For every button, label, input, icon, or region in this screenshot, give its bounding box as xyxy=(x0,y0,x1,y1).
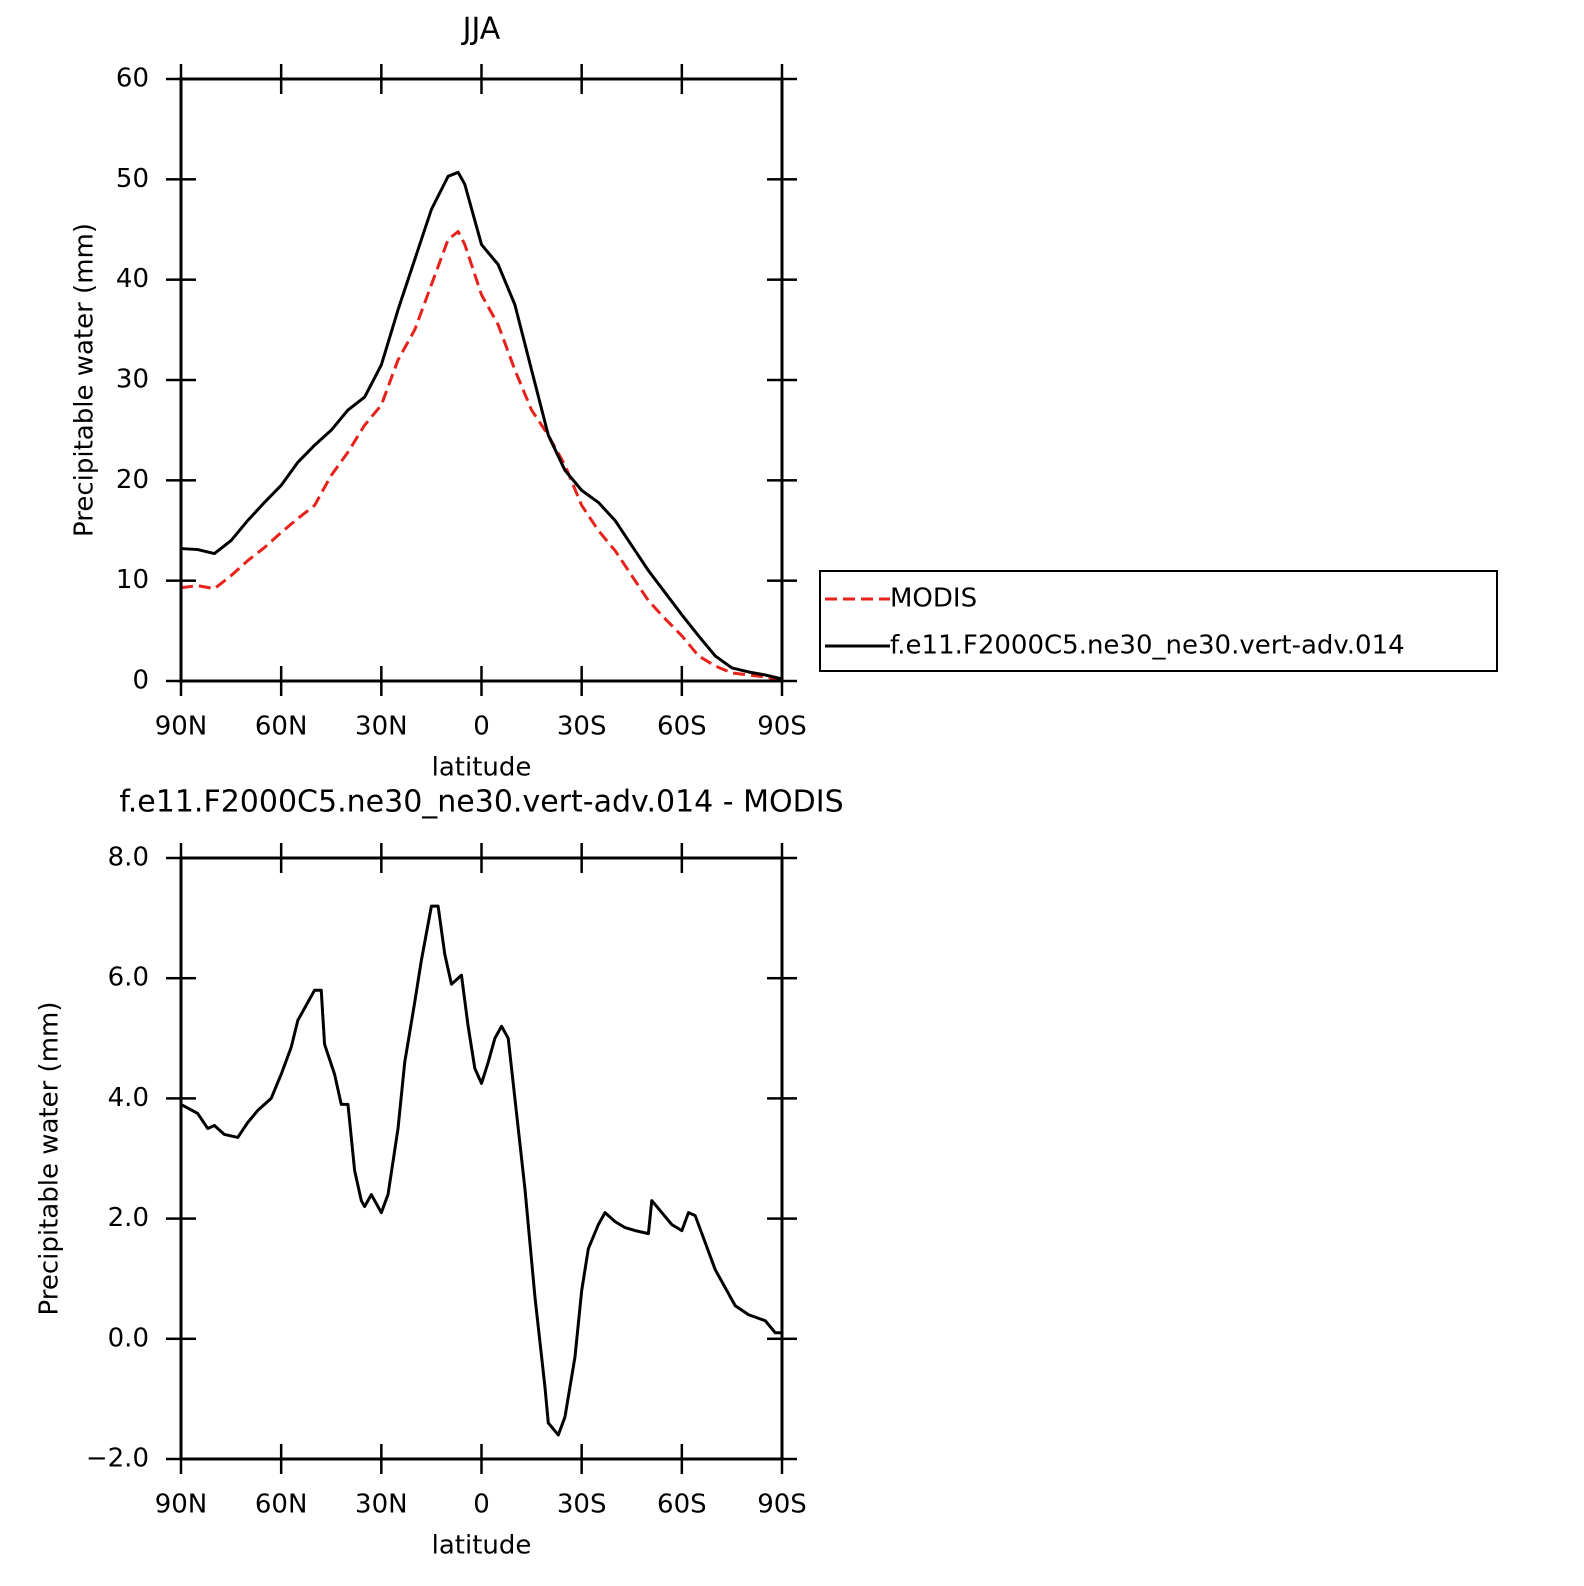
x-tick-label: 60N xyxy=(255,1490,308,1520)
y-tick-label: 6.0 xyxy=(108,963,149,993)
y-tick-label: 20 xyxy=(116,465,149,495)
y-tick-label: 50 xyxy=(116,164,149,194)
x-tick-label: 90S xyxy=(757,712,807,742)
x-tick-label: 30S xyxy=(557,712,607,742)
x-axis-label: latitude xyxy=(432,1531,532,1561)
y-tick-label: 60 xyxy=(116,64,149,94)
x-tick-label: 60S xyxy=(657,712,707,742)
data-line xyxy=(180,170,783,681)
plot-frame xyxy=(179,856,784,1461)
y-tick-label: 2.0 xyxy=(108,1203,149,1233)
y-tick-label: 8.0 xyxy=(108,843,149,873)
chart-title: f.e11.F2000C5.ne30_ne30.vert-adv.014 - M… xyxy=(119,785,843,820)
x-tick-label: 0 xyxy=(473,712,490,742)
x-tick-label: 90N xyxy=(155,1490,208,1520)
x-tick-label: 60N xyxy=(255,712,308,742)
y-tick-label: 0 xyxy=(132,666,149,696)
x-tick-label: 0 xyxy=(473,1490,490,1520)
chart-title: JJA xyxy=(461,12,501,47)
data-line xyxy=(180,904,782,1437)
y-tick-label: −2.0 xyxy=(86,1444,149,1474)
x-tick-label: 90S xyxy=(757,1490,807,1520)
data-line xyxy=(180,230,783,682)
legend-label: f.e11.F2000C5.ne30_ne30.vert-adv.014 xyxy=(890,631,1405,661)
y-tick-label: 30 xyxy=(116,365,149,395)
legend-label: MODIS xyxy=(890,584,977,614)
x-tick-label: 30S xyxy=(557,1490,607,1520)
y-tick-label: 4.0 xyxy=(108,1083,149,1113)
y-tick-label: 0.0 xyxy=(108,1323,149,1353)
y-axis-label: Precipitable water (mm) xyxy=(70,223,100,537)
y-tick-label: 10 xyxy=(116,565,149,595)
plot-frame xyxy=(179,77,784,683)
y-axis-label: Precipitable water (mm) xyxy=(35,1002,65,1316)
x-axis-label: latitude xyxy=(432,753,532,783)
x-tick-label: 60S xyxy=(657,1490,707,1520)
x-tick-label: 30N xyxy=(355,1490,408,1520)
y-tick-label: 40 xyxy=(116,264,149,294)
legend-box xyxy=(819,570,1498,672)
x-tick-label: 90N xyxy=(155,712,208,742)
x-tick-label: 30N xyxy=(355,712,408,742)
